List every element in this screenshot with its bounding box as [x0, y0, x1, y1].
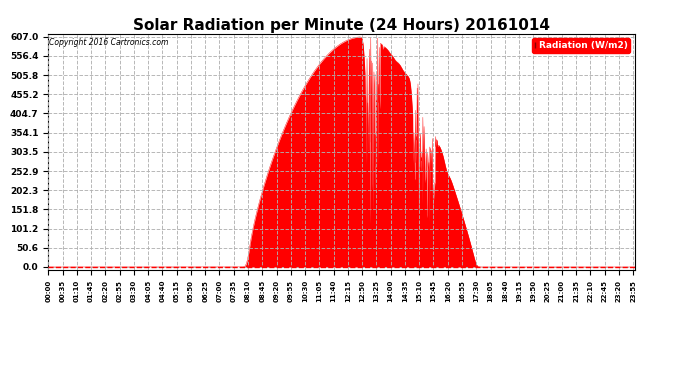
Legend: Radiation (W/m2): Radiation (W/m2) [533, 38, 630, 53]
Title: Solar Radiation per Minute (24 Hours) 20161014: Solar Radiation per Minute (24 Hours) 20… [133, 18, 550, 33]
Text: Copyright 2016 Cartronics.com: Copyright 2016 Cartronics.com [49, 39, 168, 48]
